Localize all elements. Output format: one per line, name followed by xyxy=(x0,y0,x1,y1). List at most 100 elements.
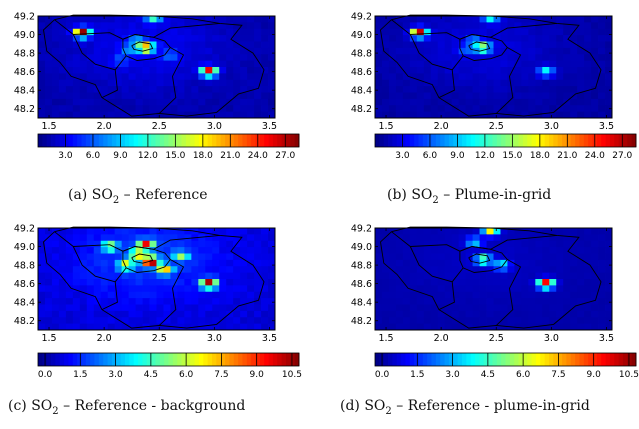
heatmap-cell xyxy=(79,35,88,42)
heatmap-cell xyxy=(577,298,585,305)
heatmap-cell xyxy=(135,228,143,235)
heatmap-cell xyxy=(549,22,557,30)
heatmap-cell xyxy=(184,285,192,293)
heatmap-cell xyxy=(268,98,276,106)
colorbar-segment xyxy=(94,134,100,147)
heatmap-cell xyxy=(605,98,613,106)
heatmap-cell xyxy=(170,73,178,81)
heatmap-cell xyxy=(416,105,425,113)
heatmap-cell xyxy=(240,73,248,81)
heatmap-cell xyxy=(402,240,411,248)
heatmap-cell xyxy=(605,67,613,74)
colorbar-segment xyxy=(55,353,61,366)
heatmap-cell xyxy=(226,67,234,74)
heatmap-cell xyxy=(381,86,390,93)
heatmap-cell xyxy=(570,279,578,286)
heatmap-cell xyxy=(233,79,241,87)
heatmap-cell xyxy=(451,310,460,318)
heatmap-cell xyxy=(479,92,487,100)
heatmap-cell xyxy=(375,247,383,254)
heatmap-cell xyxy=(542,67,550,74)
heatmap-cell xyxy=(563,79,571,87)
heatmap-cell xyxy=(465,67,473,74)
heatmap-cell xyxy=(121,92,130,100)
heatmap-cell xyxy=(416,240,425,248)
heatmap-cell xyxy=(149,266,157,274)
heatmap-cell xyxy=(507,228,515,235)
heatmap-cell xyxy=(388,98,397,106)
colorbar-segment xyxy=(103,353,108,366)
heatmap-cell xyxy=(233,67,241,74)
heatmap-cell xyxy=(177,16,185,23)
heatmap-cell xyxy=(507,304,515,312)
heatmap-cell xyxy=(114,22,123,30)
heatmap-cell xyxy=(598,272,606,280)
heatmap-cell xyxy=(584,266,592,274)
heatmap-cell xyxy=(86,253,95,261)
heatmap-cell xyxy=(72,279,81,286)
heatmap-cell xyxy=(577,60,585,68)
heatmap-cell xyxy=(556,35,564,42)
heatmap-cell xyxy=(100,98,109,106)
heatmap-cell xyxy=(44,259,53,267)
heatmap-cell xyxy=(38,111,46,119)
heatmap-cell xyxy=(198,291,206,299)
colorbar-segment xyxy=(268,134,274,147)
heatmap-cell xyxy=(100,47,109,55)
heatmap-cell xyxy=(591,304,599,312)
heatmap-cell xyxy=(240,298,248,305)
heatmap-cell xyxy=(149,16,157,23)
heatmap-cell xyxy=(247,41,255,49)
heatmap-cell xyxy=(142,279,150,286)
heatmap-cell xyxy=(584,79,592,87)
heatmap-cell xyxy=(409,98,418,106)
colorbar-segment xyxy=(242,134,248,147)
heatmap-cell xyxy=(240,60,248,68)
heatmap-cell xyxy=(219,67,227,74)
heatmap-cell xyxy=(528,98,536,106)
heatmap-cell xyxy=(458,279,467,286)
x-tick-label: 2.5 xyxy=(152,121,167,132)
heatmap-cell xyxy=(100,67,109,74)
heatmap-cell xyxy=(219,317,227,325)
heatmap-cell xyxy=(79,92,88,100)
heatmap-cell xyxy=(247,323,255,331)
heatmap-cell xyxy=(437,60,446,68)
heatmap-cell xyxy=(191,79,199,87)
heatmap-cell xyxy=(72,54,81,62)
colorbar-segment xyxy=(159,353,165,366)
heatmap-cell xyxy=(38,60,46,68)
heatmap-cell xyxy=(44,240,53,248)
colorbar-segment xyxy=(185,353,191,366)
heatmap-cell xyxy=(58,67,67,74)
heatmap-cell xyxy=(486,16,494,23)
heatmap-cell xyxy=(65,60,74,68)
heatmap-cell xyxy=(135,86,143,93)
heatmap-cell xyxy=(465,317,473,325)
heatmap-cell xyxy=(170,22,178,30)
heatmap-cell xyxy=(605,253,613,261)
heatmap-cell xyxy=(409,259,418,267)
heatmap-cell xyxy=(107,323,116,331)
heatmap-cell xyxy=(107,22,116,30)
heatmap-cell xyxy=(72,28,81,36)
heatmap-cell xyxy=(212,35,220,42)
heatmap-cell xyxy=(114,291,123,299)
colorbar-segment xyxy=(605,134,611,147)
heatmap-cell xyxy=(107,234,116,242)
heatmap-cell xyxy=(93,54,102,62)
heatmap-cell xyxy=(247,73,255,81)
heatmap-cell xyxy=(430,16,439,23)
colorbar-segment xyxy=(64,134,69,147)
heatmap-cell xyxy=(149,279,157,286)
heatmap-cell xyxy=(38,259,46,267)
heatmap-cell xyxy=(598,247,606,254)
heatmap-cell xyxy=(205,323,213,331)
y-tick-label: 49.0 xyxy=(351,242,372,253)
colorbar-segment xyxy=(120,134,126,147)
heatmap-cell xyxy=(128,35,136,42)
heatmap-cell xyxy=(472,291,480,299)
heatmap-cell xyxy=(563,105,571,113)
heatmap-cell xyxy=(598,234,606,242)
heatmap-cell xyxy=(507,60,515,68)
